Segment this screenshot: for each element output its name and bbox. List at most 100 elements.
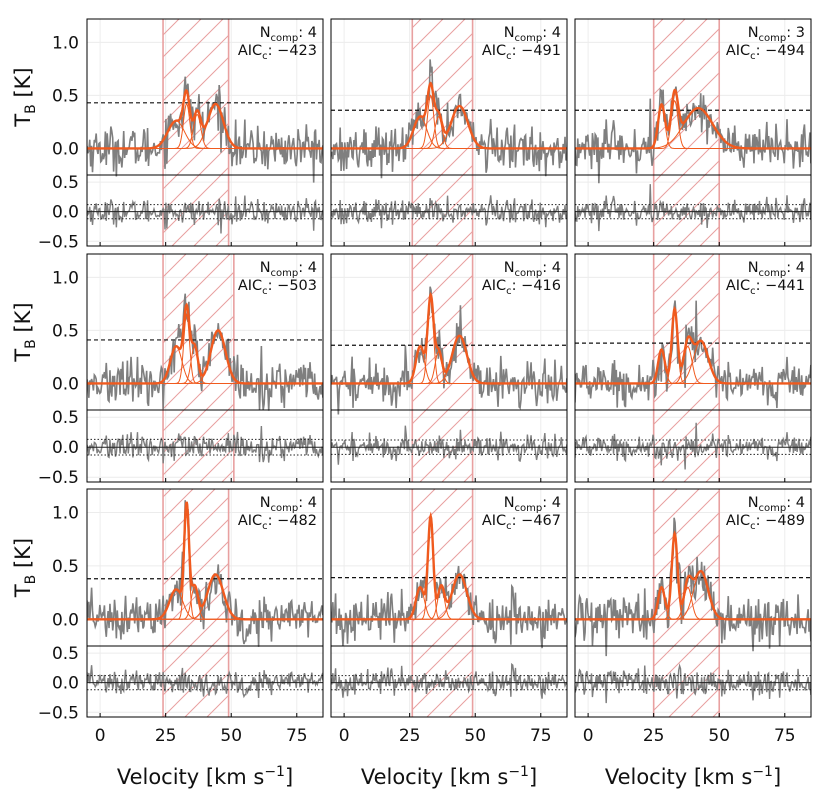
aicc-subscript: c <box>262 286 268 297</box>
ncomp-subscript: comp <box>515 268 543 279</box>
aicc-subscript: c <box>750 286 756 297</box>
ncomp-label: N <box>504 260 515 276</box>
y-axis-label-sub: B <box>23 339 39 349</box>
residual-axes-frame <box>574 409 812 483</box>
aicc-value: : −491 <box>512 43 561 59</box>
plot-area <box>87 76 323 234</box>
aicc-value: : −482 <box>268 513 317 529</box>
ncomp-value: : 4 <box>542 260 561 276</box>
y-axis-label-main: T <box>11 349 35 363</box>
y-axis-label-main: T <box>11 584 35 598</box>
aicc-annotation: AICc: −441 <box>726 278 805 297</box>
y-axis-label-unit: [K] <box>11 302 35 339</box>
x-axis-label-main: Velocity [km s <box>117 765 264 789</box>
resid-y-tick-label: 0.0 <box>52 674 79 694</box>
y-axis-label: TB [K] <box>11 538 39 598</box>
aicc-label: AIC <box>482 513 506 529</box>
x-axis-label-close: ] <box>529 765 537 789</box>
x-tick-label: 75 <box>286 726 308 746</box>
ncomp-annotation: Ncomp: 4 <box>748 495 805 514</box>
aicc-value: : −423 <box>268 43 317 59</box>
ncomp-annotation: Ncomp: 4 <box>748 260 805 279</box>
aicc-annotation: AICc: −482 <box>238 513 317 532</box>
ncomp-value: : 4 <box>298 495 317 511</box>
aicc-label: AIC <box>238 278 262 294</box>
ncomp-label: N <box>260 25 271 41</box>
ncomp-subscript: comp <box>759 503 787 514</box>
y-axis-label-sub: B <box>23 575 39 585</box>
x-axis-label-exp: −1 <box>508 764 529 780</box>
residual-line <box>575 184 811 232</box>
aicc-value: : −441 <box>756 278 805 294</box>
aicc-label: AIC <box>482 278 506 294</box>
ncomp-value: : 4 <box>542 495 561 511</box>
ncomp-subscript: comp <box>271 268 299 279</box>
residual-axes-frame <box>330 409 568 483</box>
y-axis-label-main: T <box>11 114 35 128</box>
aicc-annotation: AICc: −423 <box>238 43 317 62</box>
y-tick-label: 0.0 <box>52 139 79 159</box>
resid-y-tick-label: −0.5 <box>38 703 79 723</box>
x-tick-label: 75 <box>774 726 796 746</box>
plot-area <box>575 517 811 704</box>
resid-y-tick-label: 0.5 <box>52 173 79 193</box>
y-tick-label: 0.5 <box>52 557 79 577</box>
y-axis-label: TB [K] <box>11 302 39 362</box>
aicc-annotation: AICc: −491 <box>482 43 561 62</box>
ncomp-annotation: Ncomp: 3 <box>748 25 805 44</box>
x-tick-label: 50 <box>464 726 486 746</box>
residual-line <box>575 422 811 470</box>
y-axis-label-sub: B <box>23 104 39 114</box>
aicc-value: : −467 <box>512 513 561 529</box>
resid-y-tick-label: 0.5 <box>52 408 79 428</box>
residual-axes-frame <box>86 174 324 247</box>
ncomp-annotation: Ncomp: 4 <box>504 260 561 279</box>
plot-area <box>87 500 323 699</box>
residual-line <box>87 665 323 699</box>
aicc-value: : −489 <box>756 513 805 529</box>
ncomp-annotation: Ncomp: 4 <box>260 260 317 279</box>
x-axis-label-close: ] <box>773 765 781 789</box>
ncomp-subscript: comp <box>271 33 299 44</box>
y-tick-label: 1.0 <box>52 503 79 523</box>
total-fit-line <box>87 302 323 385</box>
ncomp-subscript: comp <box>271 503 299 514</box>
plot-area <box>575 300 811 470</box>
y-tick-label: 0.0 <box>52 610 79 630</box>
plot-area <box>331 286 567 465</box>
ncomp-value: : 4 <box>298 260 317 276</box>
ncomp-subscript: comp <box>515 33 543 44</box>
x-axis-label: Velocity [km s−1] <box>117 764 293 789</box>
residual-axes-frame <box>330 174 568 247</box>
ncomp-label: N <box>748 260 759 276</box>
aicc-subscript: c <box>750 51 756 62</box>
ncomp-label: N <box>748 495 759 511</box>
x-tick-label: 0 <box>95 726 106 746</box>
aicc-label: AIC <box>482 43 506 59</box>
total-fit-line <box>575 305 811 385</box>
y-axis-label-unit: [K] <box>11 538 35 575</box>
data-spectrum-line <box>331 59 567 179</box>
y-tick-label: 1.0 <box>52 268 79 288</box>
ncomp-subscript: comp <box>759 33 787 44</box>
residual-line <box>87 425 323 464</box>
ncomp-annotation: Ncomp: 4 <box>260 495 317 514</box>
resid-y-tick-label: −0.5 <box>38 232 79 252</box>
x-axis-label: Velocity [km s−1] <box>361 764 537 789</box>
aicc-value: : −416 <box>512 278 561 294</box>
ncomp-value: : 4 <box>786 260 805 276</box>
ncomp-label: N <box>504 495 515 511</box>
resid-y-tick-label: −0.5 <box>38 468 79 488</box>
ncomp-label: N <box>504 25 515 41</box>
aicc-subscript: c <box>506 51 512 62</box>
aicc-subscript: c <box>262 521 268 532</box>
